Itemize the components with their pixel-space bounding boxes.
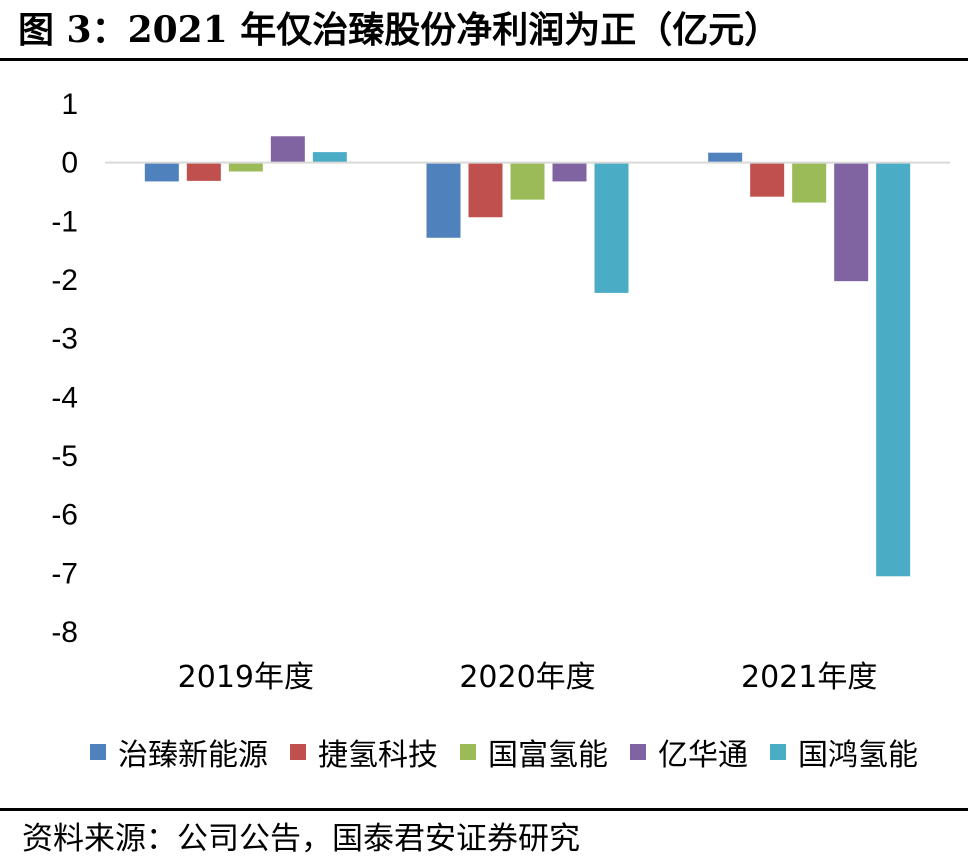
bar [228,162,263,172]
legend-label: 国鸿氢能 [798,738,918,773]
y-tick-label: -8 [51,616,78,649]
y-tick-label: -1 [51,205,78,238]
y-tick-label: 0 [61,147,78,180]
legend-label: 国富氢能 [488,738,608,773]
bar [708,152,743,163]
bar [510,162,545,200]
x-category-label: 2019年度 [178,660,314,695]
y-tick-label: 1 [61,88,78,121]
legend-swatch [630,744,646,760]
top-rule [0,58,968,61]
legend-item-guohong: 国鸿氢能 [770,730,918,774]
y-tick-label: -5 [51,440,78,473]
bar [468,162,503,218]
bar-chart: 1 0 -1 -2 -3 -4 -5 -6 -7 -8 2019年度 2020年度 2021年度 [51,88,950,695]
y-tick-label: -3 [51,323,78,356]
source-note: 资料来源：公司公告，国泰君安证券研究 [22,821,580,857]
bar [792,162,827,203]
bar [834,162,869,282]
y-tick-label: -4 [51,381,78,414]
x-category-label: 2021年度 [741,660,877,695]
legend-item-yihuatong: 亿华通 [630,730,748,774]
bar [312,152,347,163]
bar [144,162,179,182]
legend-swatch [460,744,476,760]
bar [186,162,221,181]
bar [270,136,305,163]
legend-item-zhizhen: 治臻新能源 [90,730,268,774]
legend-label: 亿华通 [658,738,748,773]
y-tick-label: -2 [51,264,78,297]
y-tick-label: -7 [51,557,78,590]
legend-swatch [290,744,306,760]
bar [594,162,629,293]
legend-item-jieqing: 捷氢科技 [290,730,438,774]
legend-item-guofu: 国富氢能 [460,730,608,774]
bar [750,162,785,197]
legend-swatch [770,744,786,760]
legend-swatch [90,744,106,760]
y-tick-label: -6 [51,499,78,532]
legend-label: 捷氢科技 [318,738,438,773]
bottom-rule [0,808,968,811]
bar [552,162,587,182]
bar [876,162,911,577]
bar [426,162,461,238]
chart-legend: 治臻新能源 捷氢科技 国富氢能 亿华通 国鸿氢能 [90,730,940,774]
chart-title: 图 3：2021 年仅治臻股份净利润为正（亿元） [18,9,781,51]
legend-label: 治臻新能源 [118,738,268,773]
x-category-label: 2020年度 [459,660,595,695]
